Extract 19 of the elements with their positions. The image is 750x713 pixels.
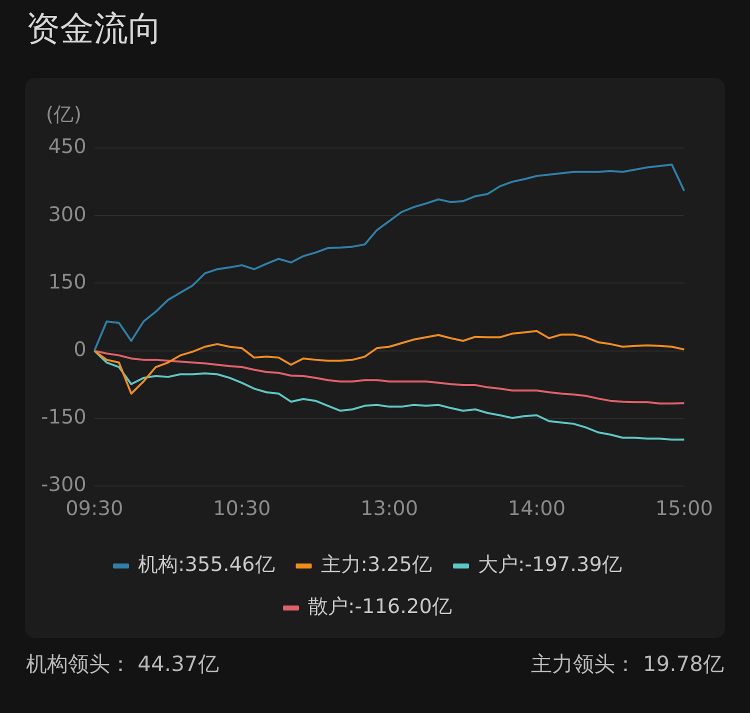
chart-title: 资金流向 (26, 8, 162, 51)
legend-label: 散户:-116.20亿 (308, 594, 452, 618)
legend-label: 主力:3.25亿 (320, 552, 432, 576)
x-tick-label: 09:30 (66, 496, 124, 520)
text: 主力领头： 19.78亿 (531, 651, 724, 678)
x-tick-label: 10:30 (213, 496, 271, 520)
x-tick-label: 13:00 (360, 496, 418, 520)
y-tick-label: 450 (48, 134, 86, 158)
y-tick-label: 0 (74, 337, 86, 362)
legend-label: 机构:355.46亿 (138, 552, 275, 576)
legend-label: 大户:-197.39亿 (478, 552, 622, 576)
y-tick-label: 150 (48, 269, 86, 294)
y-axis-title: (亿) (46, 102, 82, 126)
text: 机构领头： 44.37亿 (26, 651, 219, 678)
x-tick-label: 14:00 (508, 496, 566, 520)
y-tick-label: -300 (41, 472, 86, 496)
y-tick-label: 300 (48, 202, 86, 226)
x-tick-label: 15:00 (655, 496, 713, 520)
y-tick-label: -150 (41, 404, 86, 429)
